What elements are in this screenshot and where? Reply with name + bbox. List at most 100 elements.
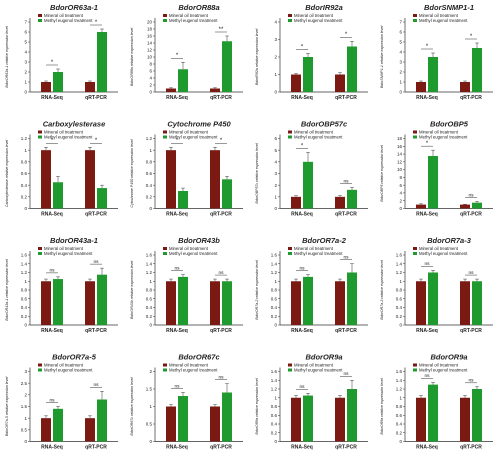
legend-swatch-methyl <box>413 19 417 22</box>
legend-swatch-mineral <box>38 247 42 250</box>
x-tick-label: RNA-Seq <box>166 95 188 101</box>
bar-mineral-oil <box>460 397 470 442</box>
y-tick-label: 1 <box>24 80 27 85</box>
chart-title: BdorSNMP1-1 <box>424 3 474 12</box>
y-tick-label: 0.2 <box>396 314 403 319</box>
legend-swatch-mineral <box>163 247 167 250</box>
y-tick-label: 3 <box>24 369 27 374</box>
x-tick-label: qRT-PCR <box>460 95 482 101</box>
y-tick-label: 2 <box>24 392 27 397</box>
bar-methyl-eugenol <box>347 189 357 209</box>
bar-methyl-eugenol <box>428 156 438 209</box>
y-tick-label: 0 <box>24 323 27 328</box>
legend-label-mineral: Mineral oil treatment <box>44 130 84 135</box>
x-tick-label: RNA-Seq <box>41 328 63 334</box>
legend-label-mineral: Mineral oil treatment <box>419 130 459 135</box>
bar-methyl-eugenol <box>472 48 482 92</box>
significance-label: * <box>220 138 223 144</box>
bar-mineral-oil <box>460 204 470 209</box>
significance-label: * <box>301 143 304 149</box>
bar-mineral-oil <box>166 281 176 325</box>
y-tick-label: 0 <box>274 439 277 444</box>
y-tick-label: 10 <box>147 55 153 60</box>
y-tick-label: 7 <box>399 20 402 25</box>
y-tick-label: 16 <box>397 144 403 149</box>
bar-methyl-eugenol <box>97 399 107 442</box>
y-tick-label: 0 <box>24 90 27 95</box>
bar-mineral-oil <box>41 418 51 442</box>
bar-mineral-oil <box>41 281 51 325</box>
legend-label-mineral: Mineral oil treatment <box>419 13 459 18</box>
y-axis-label: BdorOR63a-1 relative expression level <box>5 26 9 88</box>
legend-label-mineral: Mineral oil treatment <box>44 246 84 251</box>
y-tick-label: 0.4 <box>21 183 28 188</box>
bar-methyl-eugenol <box>178 69 188 92</box>
legend-label-methyl: Methyl eugenol treatment <box>294 18 343 23</box>
chart-panel-5: Carboxylesterase Carboxylesterase relativ… <box>5 120 118 218</box>
significance-label: ns <box>174 266 180 271</box>
bar-mineral-oil <box>85 82 95 92</box>
legend-label-mineral: Mineral oil treatment <box>169 13 209 18</box>
bar-methyl-eugenol <box>472 389 482 442</box>
significance-label: ns <box>343 179 349 184</box>
y-axis-label: BdorSNMP1-1 relative expression level <box>380 26 384 89</box>
significance-label: * <box>51 138 54 144</box>
y-tick-label: 6 <box>149 69 152 74</box>
y-tick-label: 0 <box>274 206 277 211</box>
chart-panel-2: BdorOR88a BdorOR88a relative expression l… <box>130 3 243 101</box>
significance-label: ns <box>218 376 224 381</box>
legend-swatch-mineral <box>163 14 167 17</box>
y-tick-label: 1.4 <box>146 261 153 266</box>
y-tick-label: 5 <box>399 40 402 45</box>
y-tick-label: 6 <box>399 30 402 35</box>
y-tick-label: 5 <box>274 148 277 153</box>
significance-label: ns <box>299 385 305 390</box>
y-tick-label: 0.2 <box>21 194 28 199</box>
bar-methyl-eugenol <box>222 392 232 442</box>
y-axis-label: BdorOR43b relative expression level <box>130 261 134 320</box>
y-tick-label: 1.6 <box>271 253 278 258</box>
significance-label: * <box>95 138 98 144</box>
y-tick-label: 1.4 <box>271 261 278 266</box>
significance-label: ns <box>343 372 349 377</box>
legend-swatch-methyl <box>38 135 42 139</box>
significance-label: ns <box>49 269 55 274</box>
x-tick-label: qRT-PCR <box>85 445 107 451</box>
bar-methyl-eugenol <box>472 281 482 325</box>
y-tick-label: 0.2 <box>396 430 403 435</box>
y-tick-label: 1 <box>24 148 27 153</box>
y-tick-label: 1 <box>149 404 152 409</box>
bar-methyl-eugenol <box>222 281 232 325</box>
chart-title: BdorOR43a-1 <box>50 236 98 245</box>
legend-swatch-methyl <box>163 19 167 22</box>
significance-label: ns <box>424 262 430 267</box>
chart-panel-13: BdorOR7a-5 BdorOR7a-5 relative expression… <box>5 353 118 451</box>
bar-methyl-eugenol <box>347 46 357 92</box>
legend-swatch-mineral <box>413 363 417 367</box>
x-tick-label: RNA-Seq <box>41 95 63 101</box>
chart-title: BdorOR7a-2 <box>302 236 347 245</box>
y-tick-label: 1.4 <box>21 261 28 266</box>
y-tick-label: 1.4 <box>396 261 403 266</box>
y-tick-label: 1 <box>274 194 277 199</box>
x-tick-label: qRT-PCR <box>460 328 482 334</box>
y-tick-label: 1.2 <box>271 270 278 275</box>
bar-methyl-eugenol <box>97 274 107 325</box>
chart-panel-9: BdorOR43a-1 BdorOR43a-1 relative expressi… <box>5 236 118 334</box>
x-tick-label: qRT-PCR <box>210 212 232 218</box>
bar-mineral-oil <box>291 281 301 325</box>
legend-swatch-methyl <box>288 19 292 22</box>
x-tick-label: RNA-Seq <box>416 445 438 451</box>
y-tick-label: 1.2 <box>21 270 28 275</box>
y-axis-label: Cytochrome P450 relative expression leve… <box>130 139 134 207</box>
y-axis-label: BdorOR67c relative expression level <box>130 377 134 435</box>
x-tick-label: RNA-Seq <box>41 445 63 451</box>
chart-title: BdorOR7a-5 <box>52 353 97 362</box>
y-tick-label: 4 <box>399 50 402 55</box>
bar-methyl-eugenol <box>303 57 313 92</box>
legend-label-methyl: Methyl eugenol treatment <box>169 368 218 373</box>
legend-swatch-mineral <box>288 247 292 250</box>
y-tick-label: 1.2 <box>146 270 153 275</box>
y-tick-label: 5 <box>24 40 27 45</box>
